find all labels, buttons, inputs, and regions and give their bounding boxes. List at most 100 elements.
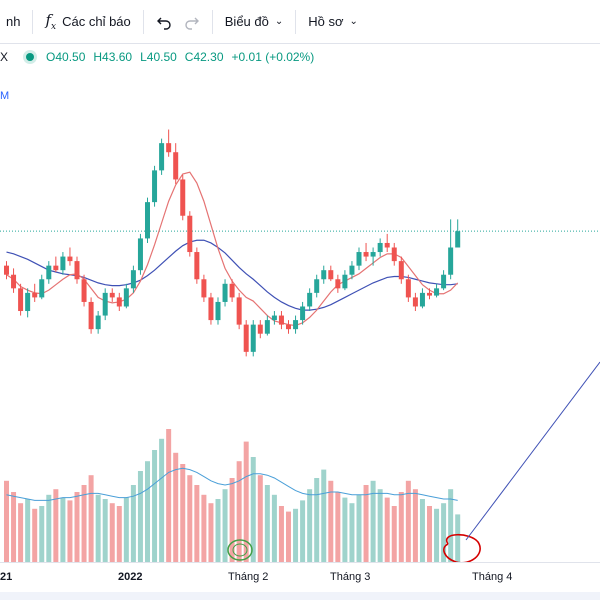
- red-circle-annotation: [443, 533, 481, 562]
- market-status-icon: [26, 53, 35, 61]
- candle-body: [419, 292, 425, 307]
- candle-body: [349, 265, 355, 275]
- candle-body: [109, 292, 115, 298]
- candle-body: [137, 238, 143, 271]
- candle-body: [208, 297, 214, 321]
- volume-bar: [39, 506, 45, 562]
- time-label: Tháng 2: [228, 571, 269, 583]
- candle-body: [300, 306, 306, 321]
- candle-body: [81, 279, 87, 302]
- candle-body: [391, 247, 397, 262]
- time-label: 21: [0, 571, 13, 583]
- time-axis[interactable]: 21 2022 Tháng 2 Tháng 3 Tháng 4: [0, 562, 600, 593]
- trend-arrow-line: [465, 361, 600, 541]
- indicators-label: Các chỉ báo: [62, 14, 131, 29]
- candle-body: [166, 143, 172, 153]
- chevron-down-icon: ⌄: [349, 16, 358, 27]
- candle-body: [356, 252, 362, 266]
- function-icon: fx: [45, 11, 57, 32]
- time-label: Tháng 3: [330, 571, 371, 583]
- candle-body: [229, 283, 235, 298]
- toolbar-divider: [32, 9, 34, 34]
- green-circle-annotation: [227, 539, 253, 561]
- indicators-button[interactable]: fx Các chỉ báo: [39, 0, 136, 44]
- volume-bar: [307, 489, 313, 562]
- volume-bar: [145, 461, 150, 562]
- volume-bar: [398, 492, 404, 562]
- volume-bar: [236, 461, 242, 562]
- profile-label: Hồ sơ: [308, 14, 344, 29]
- top-toolbar: nh fx Các chỉ báo Biểu đồ ⌄ Hồ sơ ⌄: [0, 0, 600, 44]
- candle-body: [145, 202, 150, 239]
- candle-body: [187, 215, 193, 253]
- candle-body: [123, 288, 129, 307]
- volume-bar: [102, 499, 108, 562]
- candle-body: [455, 231, 461, 248]
- volume-bar: [314, 478, 320, 562]
- candle-body: [95, 315, 101, 330]
- partial-button[interactable]: nh: [0, 0, 26, 44]
- volume-bar: [243, 441, 249, 562]
- volume-bar: [434, 508, 440, 562]
- undo-icon: [156, 17, 171, 30]
- undo-button[interactable]: [150, 0, 178, 44]
- profile-button[interactable]: Hồ sơ ⌄: [302, 0, 364, 44]
- volume-bar: [32, 508, 38, 562]
- candle-body: [271, 315, 277, 321]
- partial-label: nh: [6, 14, 21, 29]
- symbol-label[interactable]: X: [0, 50, 9, 64]
- candle-body: [243, 324, 249, 352]
- chart-type-button[interactable]: Biểu đồ ⌄: [219, 0, 289, 44]
- candle-body: [74, 261, 80, 280]
- volume-bar: [300, 500, 306, 562]
- volume-bar: [4, 480, 9, 562]
- price-chart[interactable]: [0, 70, 600, 562]
- candle-body: [25, 292, 31, 312]
- volume-bar: [194, 485, 200, 562]
- candle-body: [328, 270, 334, 280]
- candle-body: [46, 265, 52, 280]
- ohlc-legend: X O40.50 H43.60 L40.50 C42.30 +0.01 (+0.…: [0, 46, 322, 68]
- volume-bar: [208, 503, 214, 562]
- candle-body: [201, 279, 207, 298]
- volume-bar: [271, 494, 277, 562]
- candle-body: [370, 252, 376, 257]
- bottom-bar: [0, 592, 600, 600]
- chart-type-label: Biểu đồ: [224, 14, 269, 29]
- candle-body: [215, 301, 221, 321]
- candle-body: [384, 242, 390, 248]
- candle-body: [18, 288, 24, 312]
- candle-body: [307, 292, 313, 307]
- volume-bar: [427, 506, 432, 562]
- indicator-label[interactable]: M: [0, 90, 10, 102]
- candle-body: [441, 274, 447, 289]
- volume-bar: [130, 485, 136, 562]
- candle-body: [335, 279, 341, 289]
- high-value: H43.60: [93, 50, 133, 64]
- volume-bar: [335, 492, 341, 562]
- volume-bar: [264, 485, 270, 562]
- volume-bar: [67, 500, 73, 562]
- candle-body: [11, 274, 17, 289]
- candle-body: [363, 252, 369, 257]
- volume-bar: [455, 514, 461, 562]
- candle-body: [405, 279, 411, 298]
- volume-bar: [286, 511, 291, 562]
- candle-body: [293, 320, 299, 330]
- volume-bar: [116, 506, 122, 562]
- redo-button[interactable]: [178, 0, 206, 44]
- volume-bar: [278, 506, 284, 562]
- redo-icon: [185, 17, 199, 30]
- volume-bar: [391, 506, 397, 562]
- volume-bar: [349, 503, 355, 562]
- volume-bar: [384, 497, 390, 562]
- candle-body: [4, 265, 9, 275]
- volume-bar: [293, 508, 299, 562]
- toolbar-divider: [295, 9, 297, 34]
- candle-body: [152, 170, 158, 203]
- volume-bar: [363, 485, 369, 562]
- candle-body: [194, 252, 200, 280]
- volume-bar: [152, 450, 158, 562]
- volume-bar: [201, 494, 207, 562]
- open-value: O40.50: [46, 50, 86, 64]
